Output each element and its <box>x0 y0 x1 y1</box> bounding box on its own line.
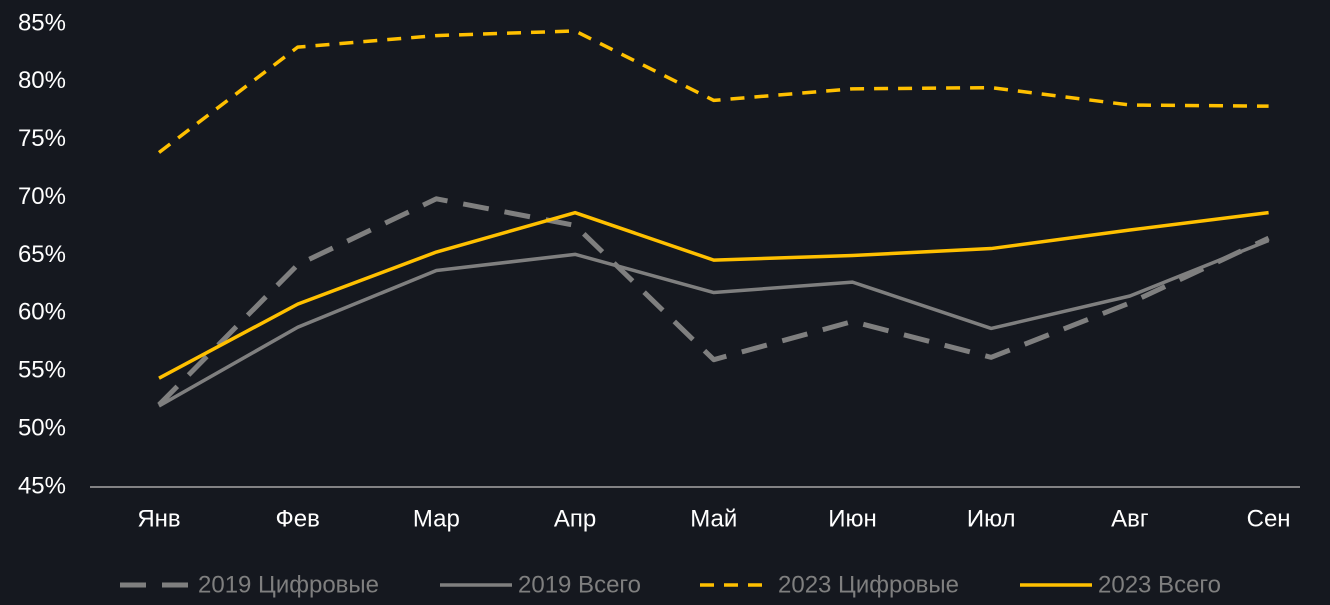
series-line <box>157 196 1270 407</box>
series-line <box>158 238 1270 408</box>
x-tick-label: Мар <box>413 505 460 532</box>
y-tick-label: 70% <box>18 183 66 210</box>
y-tick-label: 60% <box>18 299 66 326</box>
legend-label: 2019 Всего <box>518 571 641 598</box>
y-tick-label: 55% <box>18 357 66 384</box>
y-tick-label: 80% <box>18 67 66 94</box>
legend-label: 2023 Цифровые <box>778 571 959 598</box>
x-tick-label: Май <box>690 505 737 532</box>
y-tick-label: 75% <box>18 125 66 152</box>
y-tick-label: 45% <box>18 472 66 499</box>
y-tick-label: 50% <box>18 414 66 441</box>
series-line <box>158 210 1269 380</box>
series-line <box>157 29 1269 154</box>
x-tick-label: Фев <box>276 505 320 532</box>
x-tick-label: Янв <box>137 505 180 532</box>
x-tick-label: Июл <box>967 505 1016 532</box>
y-tick-label: 85% <box>18 9 66 36</box>
x-tick-label: Июн <box>828 505 877 532</box>
x-tick-label: Авг <box>1111 505 1149 532</box>
x-tick-label: Сен <box>1247 505 1291 532</box>
x-tick-label: Апр <box>554 505 596 532</box>
legend-label: 2023 Всего <box>1098 571 1221 598</box>
legend-label: 2019 Цифровые <box>198 571 379 598</box>
y-tick-label: 65% <box>18 241 66 268</box>
